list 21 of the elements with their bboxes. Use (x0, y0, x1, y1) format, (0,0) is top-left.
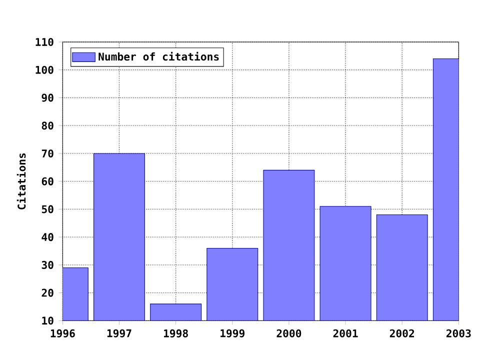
y-tick-label: 110 (36, 38, 54, 46)
y-tick-label: 30 (42, 260, 54, 269)
y-tick-label: 60 (42, 177, 54, 186)
legend-label: Number of citations (98, 52, 219, 61)
x-tick-label: 2000 (276, 329, 302, 338)
y-tick-label: 40 (42, 233, 54, 242)
y-tick-label: 90 (42, 94, 54, 102)
y-tick-label: 50 (42, 205, 54, 214)
x-tick-label: 2002 (390, 329, 414, 338)
y-tick-label: 100 (36, 66, 54, 74)
y-tick-label: 20 (42, 288, 54, 297)
x-tick-label: 1998 (164, 329, 188, 338)
x-tick-label: 1997 (107, 329, 132, 338)
y-tick-label: 10 (42, 316, 54, 325)
x-tick-label: 1996 (50, 329, 75, 338)
y-axis-title: Citations (16, 153, 26, 210)
y-tick-label: 80 (42, 122, 54, 130)
x-tick-label: 2001 (333, 329, 358, 338)
x-tick-label: 1999 (220, 329, 244, 338)
y-tick-label: 70 (42, 149, 54, 158)
x-tick-label: 2003 (446, 329, 471, 338)
